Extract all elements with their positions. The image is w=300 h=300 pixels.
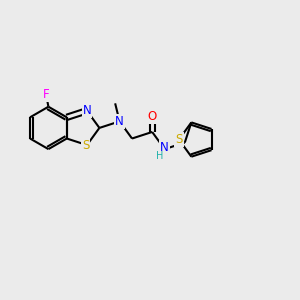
Text: S: S <box>175 133 183 146</box>
Text: F: F <box>43 88 50 101</box>
Text: O: O <box>148 110 157 123</box>
Text: N: N <box>115 115 124 128</box>
Text: N: N <box>82 104 91 117</box>
Text: N: N <box>160 141 169 154</box>
Text: H: H <box>156 152 163 161</box>
Text: S: S <box>82 139 89 152</box>
